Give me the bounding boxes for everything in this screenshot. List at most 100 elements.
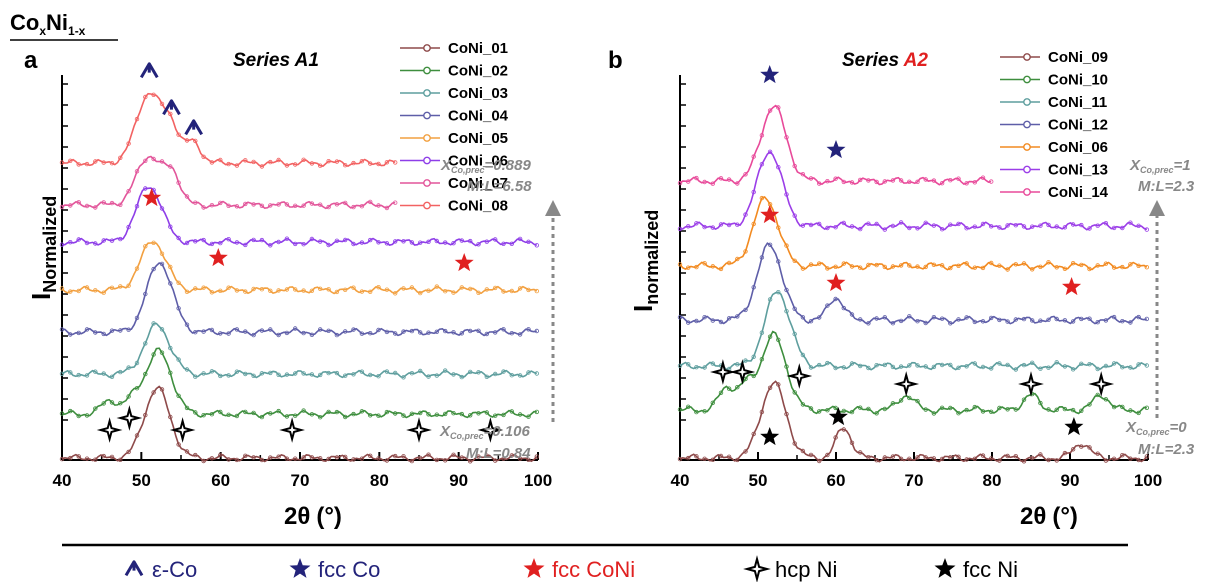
- series-point: [401, 286, 406, 291]
- series-point: [898, 263, 904, 268]
- series-point: [318, 163, 323, 168]
- series-point: [226, 236, 231, 242]
- series-point: [726, 386, 732, 391]
- series-point: [176, 235, 181, 241]
- legend-symbol-star: [289, 558, 311, 578]
- series-point: [702, 261, 707, 266]
- series-point: [1021, 459, 1027, 464]
- series-point: [825, 303, 830, 308]
- series-point: [1103, 318, 1109, 323]
- annot-b-top-x: X: [1129, 157, 1141, 174]
- series-point: [243, 329, 248, 334]
- series-point: [309, 372, 315, 377]
- series-point: [334, 289, 340, 295]
- series-point: [259, 164, 265, 169]
- series-point: [948, 455, 953, 460]
- series-point: [743, 172, 748, 177]
- series-point: [234, 204, 240, 209]
- series-point: [118, 155, 123, 160]
- series-point: [218, 240, 223, 246]
- series-point: [226, 373, 231, 378]
- panel-b-title: Series A2: [842, 50, 928, 71]
- series-point: [76, 372, 81, 378]
- series-point: [915, 226, 920, 231]
- series-point: [76, 288, 81, 294]
- series-point: [134, 169, 140, 174]
- series-point: [849, 361, 855, 366]
- series-point: [76, 237, 81, 242]
- series-CoNi_04: [59, 261, 539, 338]
- series-point: [159, 261, 165, 267]
- series-CoNi_06: [677, 195, 1149, 272]
- series-point: [915, 363, 920, 368]
- hcp-ni-marker: [96, 417, 123, 443]
- series-point: [849, 180, 855, 185]
- series-point: [702, 456, 707, 461]
- series-point: [468, 328, 473, 334]
- series-point: [76, 200, 81, 205]
- series-point: [1005, 319, 1010, 324]
- hcp-ni-marker: [786, 363, 813, 389]
- series-point: [226, 412, 231, 417]
- series-point: [376, 161, 381, 167]
- series-point: [126, 327, 131, 332]
- series-point: [368, 199, 373, 205]
- series-point: [849, 224, 855, 229]
- series-point: [318, 456, 323, 461]
- series-point: [376, 240, 381, 245]
- series-CoNi_02: [59, 347, 539, 420]
- series-point: [184, 367, 190, 372]
- series-point: [376, 456, 381, 461]
- series-point: [84, 203, 90, 209]
- series-point: [143, 371, 148, 377]
- series-point: [882, 179, 887, 184]
- series-point: [359, 409, 365, 414]
- series-point: [201, 205, 206, 210]
- x-tick-label: 70: [291, 471, 310, 490]
- series-point: [1111, 225, 1117, 231]
- series-point: [159, 327, 165, 332]
- series-point: [109, 200, 115, 206]
- x-tick-label: 80: [370, 471, 389, 490]
- annot-a-bot-x: X: [439, 423, 451, 440]
- series-point: [808, 176, 814, 181]
- series-point: [193, 286, 198, 291]
- series-point: [1103, 363, 1109, 369]
- series-point: [301, 157, 306, 162]
- series-point: [359, 456, 365, 461]
- series-point: [351, 241, 356, 247]
- svg-text:XCo,prec=0.106: XCo,prec=0.106: [439, 423, 530, 441]
- series-point: [426, 239, 431, 244]
- series-point: [849, 440, 855, 445]
- series-point: [517, 373, 523, 378]
- legend-label-CoNi_01: CoNi_01: [448, 40, 508, 57]
- series-point: [59, 242, 65, 247]
- series-point: [84, 240, 90, 246]
- hcp-ni-marker: [116, 405, 143, 431]
- series-point: [259, 371, 265, 376]
- series-point: [334, 409, 340, 415]
- panel-b-annotation-top: XCo,prec=1 M:L=2.3: [1129, 157, 1195, 195]
- series-point: [218, 373, 223, 379]
- series-point: [1021, 261, 1027, 266]
- series-point: [808, 452, 814, 458]
- series-point: [251, 455, 256, 460]
- series-point: [309, 288, 315, 293]
- series-point: [874, 411, 879, 416]
- series-point: [534, 288, 539, 294]
- series-line-CoNi_03: [61, 322, 538, 379]
- series-point: [84, 373, 90, 378]
- series-point: [956, 365, 961, 370]
- series-point: [825, 360, 830, 366]
- series-point: [915, 319, 920, 324]
- series-point: [939, 405, 945, 410]
- series-point: [882, 362, 887, 368]
- series-point: [468, 413, 473, 418]
- panel-a-annotation-bottom: XCo,prec=0.106 M:L=0.84: [439, 423, 531, 462]
- series-point: [751, 354, 756, 359]
- series-point: [1079, 408, 1084, 413]
- series-point: [735, 314, 740, 319]
- series-point: [866, 406, 871, 412]
- series-point: [702, 224, 707, 230]
- series-point: [59, 160, 65, 165]
